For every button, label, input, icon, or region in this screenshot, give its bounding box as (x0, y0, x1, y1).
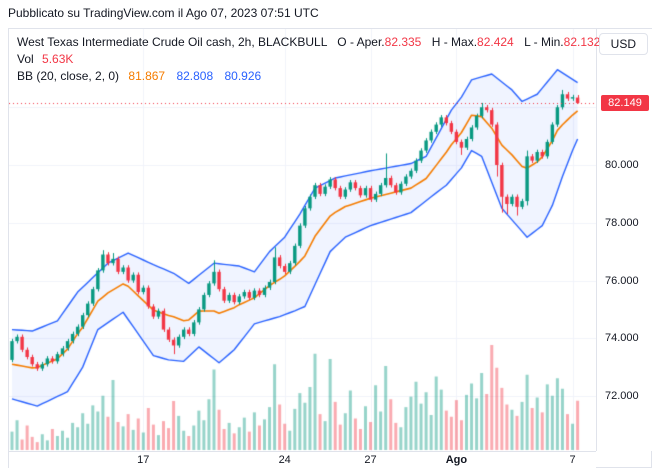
open-value: 82.335 (384, 35, 422, 49)
price-tick-label: 74.000 (605, 332, 639, 345)
bb-lower-value: 80.926 (224, 69, 262, 83)
time-tick-label: 7 (569, 454, 576, 466)
currency-button[interactable]: USD (598, 33, 648, 55)
volume-value: 5.63K (42, 52, 74, 66)
time-tick-label: Ago (445, 454, 468, 466)
price-tick-label: 76.000 (605, 274, 639, 287)
time-tick-label: 17 (137, 454, 150, 466)
legend-symbol-row[interactable]: West Texas Intermediate Crude Oil cash, … (17, 34, 610, 51)
published-line: Pubblicato su TradingView.com il Ago 07,… (8, 6, 319, 20)
price-chart-canvas[interactable] (9, 29, 596, 451)
bb-upper-value: 82.808 (176, 69, 214, 83)
legend-bb-row[interactable]: BB (20, close, 2, 0) 81.867 82.808 80.92… (17, 68, 610, 85)
open-label: O - Aper. (337, 35, 385, 49)
price-scale[interactable]: 82.149 80.000 78.000 76.000 74.000 72.000 (596, 29, 653, 451)
chart-container: West Texas Intermediate Crude Oil cash, … (8, 28, 653, 469)
time-scale[interactable]: 17 24 27 Ago 7 (9, 451, 596, 469)
price-tick-label: 78.000 (605, 216, 639, 229)
high-value: 82.424 (477, 35, 514, 49)
price-tick-label: 80.000 (605, 159, 639, 171)
low-label: L - Min. (524, 35, 564, 49)
chart-legend: West Texas Intermediate Crude Oil cash, … (17, 34, 610, 85)
time-tick-label: 24 (278, 454, 291, 466)
bb-label: BB (20, close, 2, 0) (17, 69, 120, 83)
high-label: H - Max. (431, 35, 478, 49)
volume-label: Vol (17, 52, 34, 66)
price-tick-label: 72.000 (605, 390, 639, 402)
time-tick-label: 27 (364, 454, 377, 466)
legend-volume-row[interactable]: Vol 5.63K (17, 51, 610, 68)
symbol-title: West Texas Intermediate Crude Oil cash, … (17, 35, 327, 49)
last-price-badge: 82.149 (601, 94, 649, 111)
bb-basis-value: 81.867 (128, 69, 166, 83)
